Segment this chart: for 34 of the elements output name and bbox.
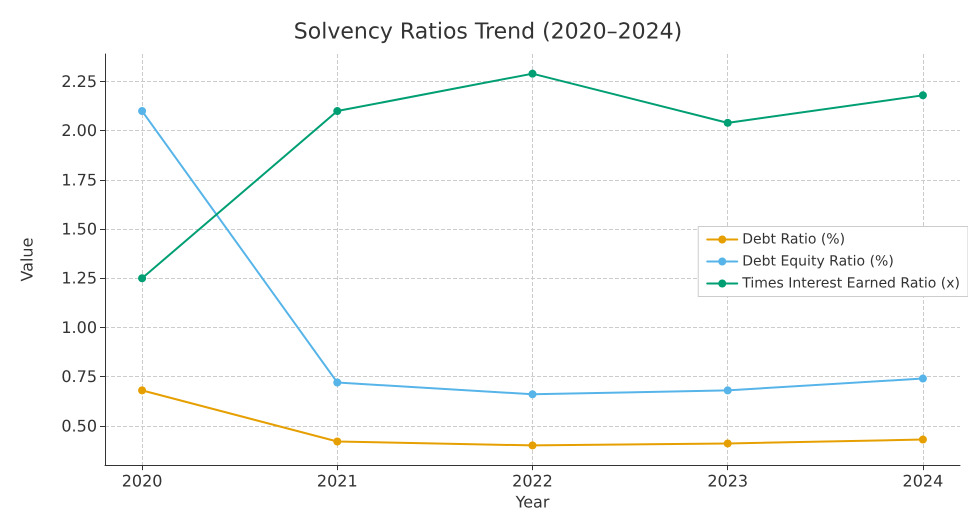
- point: [138, 274, 146, 282]
- x-tick-label: 2024: [902, 472, 944, 491]
- chart-title: Solvency Ratios Trend (2020–2024): [294, 20, 682, 44]
- point: [333, 378, 342, 386]
- y-tick-label: 1.50: [61, 220, 97, 239]
- point: [528, 390, 536, 398]
- x-tick-label: 2020: [122, 472, 162, 491]
- y-tick-label: 0.50: [61, 416, 97, 436]
- point: [918, 436, 927, 444]
- point: [138, 107, 146, 116]
- y-tick-label: 2.25: [61, 72, 97, 92]
- point: [528, 441, 536, 450]
- point: [724, 386, 732, 394]
- point: [918, 374, 927, 383]
- point: [724, 118, 732, 127]
- x-tick-label: 2021: [316, 472, 358, 491]
- point: [333, 107, 342, 116]
- legend-label: Debt Ratio (%): [742, 232, 846, 248]
- y-tick-label: 1.25: [61, 268, 97, 288]
- x-tick-label: 2023: [707, 472, 748, 491]
- y-tick-label: 1.75: [61, 170, 97, 190]
- y-tick-label: 1.00: [61, 318, 97, 337]
- point: [138, 386, 146, 394]
- point: [333, 438, 342, 446]
- point: [918, 91, 927, 100]
- legend-label: Times Interest Earned Ratio (x): [741, 276, 960, 292]
- point: [724, 439, 732, 448]
- x-tick-label: 2022: [512, 472, 553, 491]
- x-axis-title: Year: [514, 492, 550, 512]
- y-tick-label: 0.75: [61, 367, 97, 386]
- y-axis-title: Value: [18, 238, 36, 282]
- point: [528, 70, 536, 78]
- legend-label: Debt Equity Ratio (%): [742, 254, 894, 270]
- y-tick-label: 2.00: [61, 121, 97, 140]
